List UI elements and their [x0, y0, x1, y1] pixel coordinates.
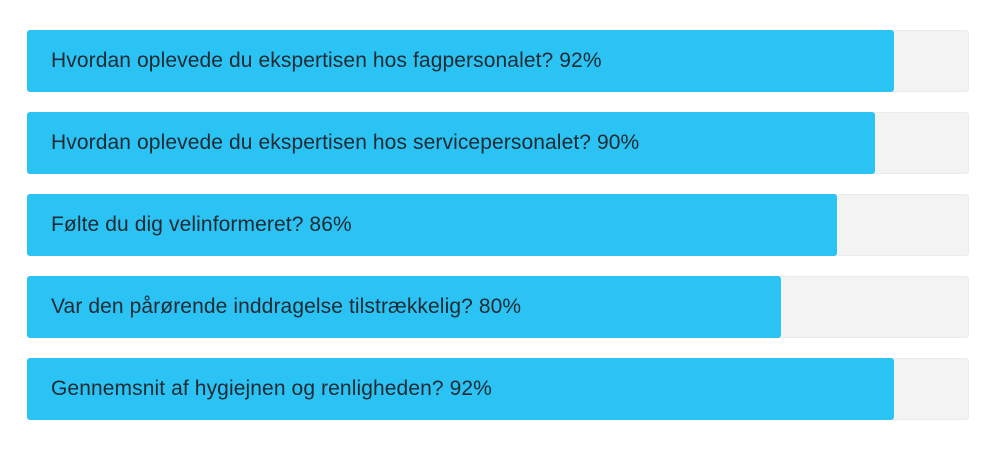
- bar-row: Gennemsnit af hygiejnen og renligheden? …: [27, 358, 969, 420]
- bar-label: Var den pårørende inddragelse tilstrække…: [51, 295, 522, 318]
- bar-fill: [27, 30, 894, 92]
- bar-row: Hvordan oplevede du ekspertisen hos serv…: [27, 112, 969, 174]
- bar-row: Var den pårørende inddragelse tilstrække…: [27, 276, 969, 338]
- progress-bar-chart: Hvordan oplevede du ekspertisen hos fagp…: [27, 30, 969, 440]
- bar-fill: [27, 276, 781, 338]
- bar-fill: [27, 112, 875, 174]
- bar-row: Hvordan oplevede du ekspertisen hos fagp…: [27, 30, 969, 92]
- bar-label: Følte du dig velinformeret? 86%: [51, 213, 352, 236]
- bar-label: Hvordan oplevede du ekspertisen hos fagp…: [51, 49, 602, 72]
- bar-row: Følte du dig velinformeret? 86%: [27, 194, 969, 256]
- bar-fill: [27, 358, 894, 420]
- bar-label: Gennemsnit af hygiejnen og renligheden? …: [51, 377, 492, 400]
- bar-label: Hvordan oplevede du ekspertisen hos serv…: [51, 131, 640, 154]
- bar-fill: [27, 194, 838, 256]
